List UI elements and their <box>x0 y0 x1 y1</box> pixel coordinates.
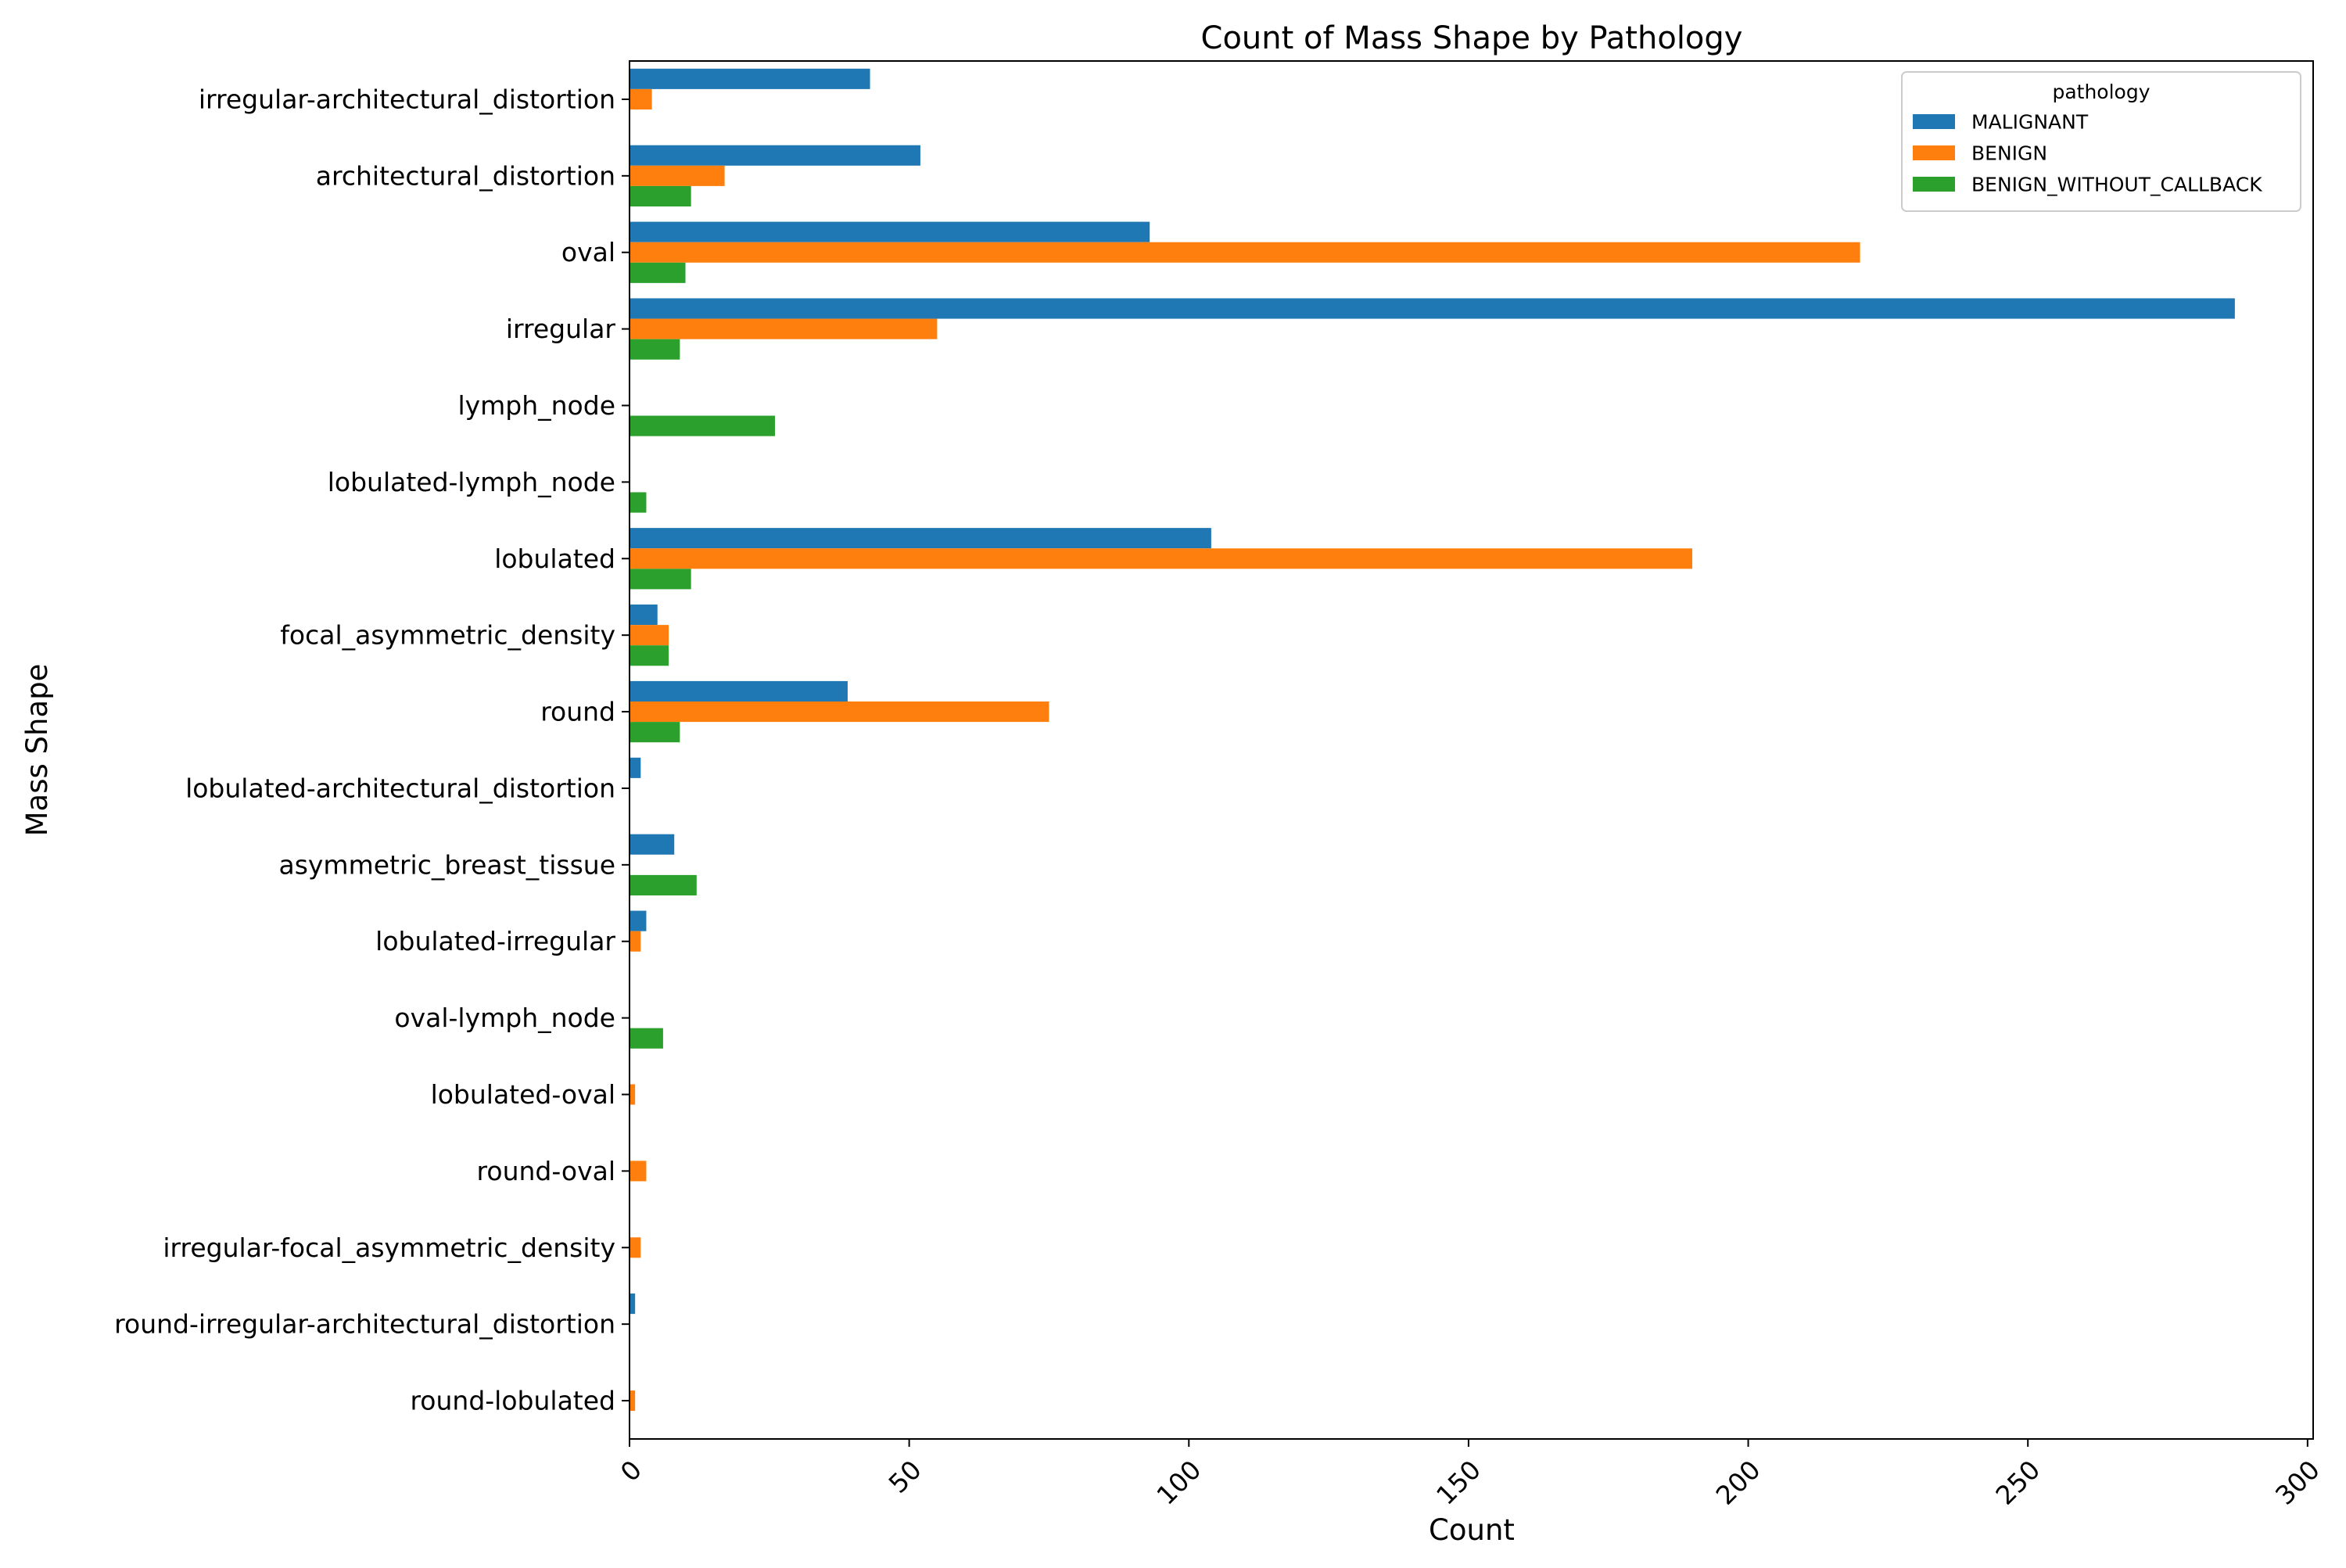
x-tick-label: 200 <box>1710 1455 1767 1511</box>
bar-benign-without-callback-10 <box>630 874 697 895</box>
x-tick-label: 150 <box>1430 1455 1487 1511</box>
y-tick-label: lobulated-oval <box>431 1079 615 1110</box>
bar-benign-without-callback-7 <box>630 645 669 666</box>
x-tick-label: 300 <box>2269 1455 2326 1511</box>
y-tick-label: round-irregular-architectural_distortion <box>114 1309 615 1340</box>
y-tick-label: irregular <box>506 314 616 344</box>
bar-benign-2 <box>630 242 1860 263</box>
legend-label-malignant: MALIGNANT <box>1971 111 2089 134</box>
y-tick-label: round-oval <box>477 1156 615 1186</box>
y-tick-label: lobulated-lymph_node <box>328 467 615 497</box>
bar-benign-15 <box>630 1237 641 1258</box>
y-tick-label: lobulated-architectural_distortion <box>185 773 615 803</box>
bar-malignant-6 <box>630 528 1211 549</box>
chart-title: Count of Mass Shape by Pathology <box>1201 20 1743 56</box>
y-tick-label: oval-lymph_node <box>394 1003 615 1033</box>
bar-benign-8 <box>630 701 1049 723</box>
bar-benign-17 <box>630 1390 636 1412</box>
y-tick-label: round-lobulated <box>410 1386 615 1416</box>
bar-benign-11 <box>630 931 641 952</box>
legend-frame <box>1901 71 2301 212</box>
bar-benign-7 <box>630 625 669 646</box>
x-tick-label: 100 <box>1150 1455 1207 1511</box>
bar-malignant-0 <box>630 68 870 89</box>
legend-title: pathology <box>2052 81 2150 103</box>
x-axis: 0 50 100 150 200 250 300 <box>615 1439 2326 1511</box>
bar-benign-1 <box>630 165 725 186</box>
bar-benign-6 <box>630 548 1693 569</box>
legend-swatch-benign <box>1913 145 1955 160</box>
bar-malignant-3 <box>630 298 2235 319</box>
y-tick-label: oval <box>561 237 615 267</box>
bar-malignant-8 <box>630 680 848 702</box>
legend-entries: MALIGNANT BENIGN BENIGN_WITHOUT_CALLBACK <box>1913 111 2262 196</box>
bar-malignant-9 <box>630 757 641 778</box>
x-tick-label: 250 <box>1989 1455 2046 1511</box>
legend: pathology MALIGNANT BENIGN BENIGN_WITHOUT_… <box>1901 71 2301 212</box>
y-tick-label: round <box>540 697 615 727</box>
y-tick-label: asymmetric_breast_tissue <box>278 849 615 880</box>
x-axis-title: Count <box>1429 1513 1515 1547</box>
y-tick-label: architectural_distortion <box>316 160 615 191</box>
y-tick-label: irregular-focal_asymmetric_density <box>163 1233 615 1263</box>
y-axis: irregular-architectural_distortionarchit… <box>114 84 630 1416</box>
bar-malignant-11 <box>630 910 647 931</box>
x-tick-label: 0 <box>615 1455 647 1487</box>
y-tick-label: irregular-architectural_distortion <box>199 84 615 114</box>
legend-swatch-malignant <box>1913 114 1955 129</box>
bar-benign-without-callback-8 <box>630 722 680 743</box>
plot-frame <box>629 60 2314 1440</box>
bar-benign-without-callback-6 <box>630 569 691 590</box>
bar-benign-0 <box>630 88 652 109</box>
y-tick-label: lobulated-irregular <box>375 926 615 956</box>
bar-malignant-1 <box>630 145 920 166</box>
bar-malignant-16 <box>630 1294 636 1315</box>
legend-label-benign-without-callback: BENIGN_WITHOUT_CALLBACK <box>1971 174 2262 196</box>
bar-benign-without-callback-4 <box>630 415 775 436</box>
y-tick-label: lymph_node <box>457 390 615 421</box>
bar-benign-without-callback-5 <box>630 492 647 513</box>
bar-benign-3 <box>630 318 938 339</box>
bar-benign-without-callback-2 <box>630 262 686 283</box>
bars-layer <box>630 68 2235 1412</box>
y-axis-title: Mass Shape <box>20 664 54 837</box>
bar-malignant-2 <box>630 221 1150 242</box>
x-tick-label: 50 <box>883 1455 927 1499</box>
bar-benign-without-callback-3 <box>630 339 680 360</box>
y-tick-label: lobulated <box>494 544 615 574</box>
bar-benign-without-callback-12 <box>630 1028 663 1049</box>
bar-benign-without-callback-1 <box>630 185 691 206</box>
bar-benign-14 <box>630 1161 647 1182</box>
bar-benign-13 <box>630 1084 636 1105</box>
bar-malignant-10 <box>630 834 675 855</box>
bar-malignant-7 <box>630 605 658 626</box>
legend-swatch-benign-without-callback <box>1913 177 1955 192</box>
y-tick-label: focal_asymmetric_density <box>280 620 615 651</box>
legend-label-benign: BENIGN <box>1971 142 2047 165</box>
